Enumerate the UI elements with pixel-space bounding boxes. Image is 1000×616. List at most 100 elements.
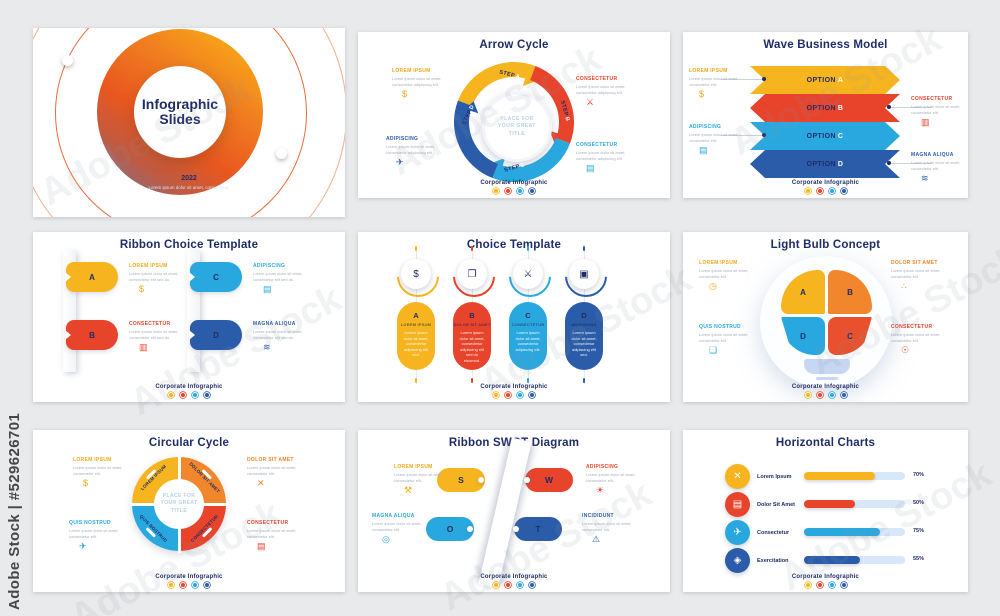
hand-steps-icon: ≋ [263,342,271,353]
column-tick [471,246,473,251]
slide-footer: Corporate Infographic [683,180,968,193]
clock-icon: ◷ [709,281,717,292]
dollar-coin-icon: $ [139,284,145,295]
callout-incididunt: INCIDIDUNT Lorem ipsum dolor sit amet, c… [582,513,636,544]
choice-capsule-d: D ADIPISCING Lorem ipsum dolor sit amet,… [565,302,603,370]
connector-line [890,163,932,164]
cover-title: Infographic Slides [141,95,219,127]
slide-cover: Infographic Slides 2022 Lorem ipsum dolo… [33,28,345,217]
slide-title: Horizontal Charts [775,437,876,449]
footer-dots [33,583,345,587]
diamond-dollar-icon: $ [413,268,419,280]
bar-percent: 75% [913,528,925,534]
diamond-icon: ◈ [725,548,750,573]
column-tick [471,378,473,383]
footer-dot-darkblue [205,583,209,587]
rocket-icon: ✈ [725,520,750,545]
footer-dot-darkblue [530,189,534,193]
wave-option-d: OPTION D [750,150,900,178]
footer-dot-lightblue [829,393,834,397]
footer-dots [683,393,968,397]
crossed-swords-icon: ⚔ [523,268,533,280]
diamond-dollar-icon: $ [83,478,89,489]
callout-lorem-ipsum: LOREM IPSUM Lorem ipsum dolor sit amet, … [394,464,444,496]
footer-dot-yellow [494,393,498,397]
crossed-swords-icon: ⚔ [586,97,595,108]
binoculars-icon: ◎ [382,534,390,545]
slide-footer: Corporate Infographic [33,384,345,397]
ribbon-tab-d: D [189,320,242,350]
footer-dot-lightblue [829,583,834,587]
callout-magna-aliqua: MAGNA ALIQUA Lorem ipsum dolor sit amet,… [372,513,422,545]
bar-fill [804,472,875,480]
callout-consectetur: CONSECTETUR Lorem ipsum dolor sit amet, … [891,324,953,355]
swot-pill-t: T [514,517,562,541]
cycle-center-title: PLACE FOR YOUR GREAT TITLE [498,115,536,137]
choice-icon-circle-d: ▣ [569,259,599,289]
footer-dot-lightblue [518,583,522,587]
slide-footer: Corporate Infographic [33,574,345,587]
column-tick [415,246,417,251]
footer-dot-darkblue [841,189,846,193]
bar-track [804,472,905,480]
callout-consectetur: CONSECTETUR Lorem ipsum dolor sit amet, … [247,520,305,551]
divider-dot [513,526,519,532]
connector-dot [762,77,766,81]
bar-label: Consectetur [757,530,790,536]
choice-capsule-a: A LOREM IPSUM Lorem ipsum dolor sit amet… [397,302,435,370]
connector-line [721,135,763,136]
bar-label: Dolor Sit Amet [757,502,795,508]
callout-consectetur: CONSECTETUR Lorem ipsum dolor sit amet, … [911,96,963,127]
crossed-swords-icon: ✕ [725,464,750,489]
divider-dot [467,526,473,532]
footer-dot-yellow [494,583,498,587]
slide-footer: Corporate Infographic [358,384,670,397]
decor-dot [62,55,73,66]
open-book-icon: ❐ [467,268,477,280]
footer-dots [683,189,968,193]
alert-bell-icon: ⚠ [592,534,601,545]
footer-dot-red [181,393,185,397]
connector-dot [762,133,766,137]
callout-adipiscing: ADIPISCING Lorem ipsum dolor sit amet, c… [386,136,448,167]
footer-dots [33,393,345,397]
banknote-icon: ▥ [139,342,148,353]
callout-adipiscing: ADIPISCING Lorem ipsum dolor sit amet, c… [586,464,640,495]
strength-arm-icon: ⚒ [404,485,413,496]
bar-percent: 50% [913,500,925,506]
callout-magna-aliqua: MAGNA ALIQUA Lorem ipsum dolor sit amet,… [911,152,963,183]
audience-icon: ∴ [901,281,907,292]
footer-dot-red [181,583,185,587]
slide-title: Choice Template [466,239,562,251]
footer-dot-yellow [805,583,810,587]
footer-dot-lightblue [829,189,834,193]
diamond-dollar-icon: $ [402,89,408,100]
choice-icon-circle-a: $ [401,259,431,289]
bar-fill [804,556,860,564]
footer-dots [358,393,670,397]
footer-dots [358,189,670,193]
footer-dot-red [817,189,822,193]
footer-dot-darkblue [530,583,534,587]
callout-consectetur-bottom: CONSECTETUR Lorem ipsum dolor sit amet, … [576,142,638,173]
bar-label: Lorem Ipsum [757,474,792,480]
mind-icon: ☉ [901,345,910,356]
choice-icon-circle-c: ⚔ [513,259,543,289]
callout-adipiscing: ADIPISCING Lorem ipsum dolor sit amet, c… [253,263,305,294]
diagonal-divider [478,437,532,589]
slide-choice-template: Choice Template $ A LOREM IPSUM Lorem ip… [358,232,670,402]
ribbon-tab-a: A [65,262,118,292]
cube-icon: ▣ [579,268,589,280]
callout-magna-aliqua: MAGNA ALIQUA Lorem ipsum dolor sit amet,… [253,321,305,352]
footer-dot-yellow [805,393,810,397]
cycle-center-title: PLACE FOR YOUR GREAT TITLE [160,492,198,514]
slide-ribbon-choice: Ribbon Choice Template A B C D LOREM IPS… [33,232,345,402]
clipboard-icon: ▤ [725,492,750,517]
footer-dot-red [506,189,510,193]
bar-fill [804,528,880,536]
callout-lorem-ipsum: LOREM IPSUM Lorem ipsum dolor sit amet, … [689,68,741,99]
banknote-icon: ▥ [921,117,930,128]
divider-dot [478,477,484,483]
bulb-base-nub [816,377,838,380]
